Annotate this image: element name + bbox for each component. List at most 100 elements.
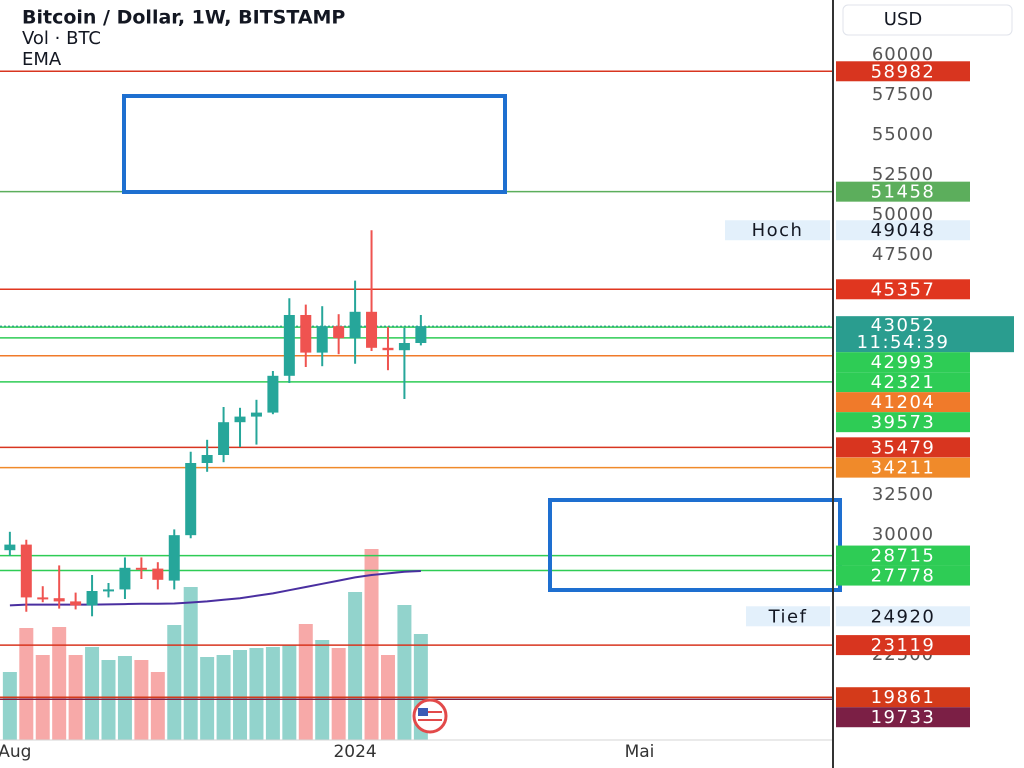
volume-bar xyxy=(200,657,215,740)
volume-bar xyxy=(52,627,67,740)
candle-body xyxy=(316,326,328,353)
x-tick-label: Mai xyxy=(625,742,655,762)
candle-body xyxy=(333,326,345,339)
level-label-box xyxy=(836,61,970,82)
marker-label: Tief xyxy=(768,606,808,627)
volume-bar xyxy=(117,656,132,740)
level-label: 41204 xyxy=(871,392,936,413)
level-label-box xyxy=(836,392,970,413)
level-label: 51458 xyxy=(871,182,936,203)
candle-body xyxy=(300,314,312,353)
y-tick-label: 32500 xyxy=(872,484,934,505)
level-label-box xyxy=(836,412,970,433)
volume-bar xyxy=(19,628,34,740)
level-label-box xyxy=(836,687,970,708)
volume-bar xyxy=(150,672,165,740)
level-label-box xyxy=(836,545,970,566)
candle-body xyxy=(37,597,49,600)
level-label-box xyxy=(836,437,970,458)
y-tick-label: 57500 xyxy=(872,84,934,105)
level-label: 58982 xyxy=(871,61,936,82)
x-tick-label: 2024 xyxy=(333,742,376,762)
candle-body xyxy=(185,463,197,536)
candle-body xyxy=(234,416,246,423)
level-label-box xyxy=(836,372,970,393)
level-label: 28715 xyxy=(871,546,936,567)
zone-box xyxy=(548,498,842,592)
level-label-box xyxy=(836,181,970,202)
candle-body xyxy=(349,311,361,339)
current-price-box xyxy=(836,316,1014,353)
volume-bar xyxy=(331,648,346,740)
volume-bar xyxy=(315,640,330,740)
volume-bar xyxy=(265,647,280,740)
level-label: 23119 xyxy=(871,635,936,656)
level-label: 42321 xyxy=(871,372,936,393)
volume-bar xyxy=(183,587,198,740)
candle-body xyxy=(382,347,394,351)
x-tick-label: Aug xyxy=(0,742,31,762)
volume-bar xyxy=(85,647,100,740)
volume-bar xyxy=(298,624,313,740)
candle-body xyxy=(70,601,82,606)
currency-button[interactable] xyxy=(842,4,1013,36)
chart-title: Bitcoin / Dollar, 1W, BITSTAMP xyxy=(22,7,345,29)
candle-body xyxy=(250,412,262,417)
y-tick-label: 50000 xyxy=(872,204,934,225)
plot-area xyxy=(0,70,833,740)
y-tick-label: 47500 xyxy=(872,244,934,265)
candle-body xyxy=(283,314,295,376)
currency-label[interactable]: USD xyxy=(884,9,922,30)
level-label: 19861 xyxy=(871,687,936,708)
level-label: 34211 xyxy=(871,458,936,479)
level-label: 35479 xyxy=(871,437,936,458)
candle-body xyxy=(119,567,131,590)
candle-body xyxy=(267,375,279,413)
volume-bar xyxy=(2,672,17,740)
marker-label-box xyxy=(725,220,830,241)
candle-body xyxy=(218,422,230,456)
zone-box xyxy=(122,94,507,194)
candle-body xyxy=(398,342,410,351)
candle-body xyxy=(53,598,65,602)
price-axis: 60000 57500 55000 52500 50000 47500 32500 30000… xyxy=(725,44,1014,728)
level-label-box xyxy=(836,707,970,728)
y-tick-label: 60000 xyxy=(872,44,934,65)
candle-body xyxy=(135,567,147,570)
level-label-box xyxy=(836,279,970,300)
level-label: 27778 xyxy=(871,566,936,587)
logo xyxy=(412,698,448,734)
candle-body xyxy=(86,591,98,606)
level-label: 39573 xyxy=(871,412,936,433)
level-label: 19733 xyxy=(871,707,936,728)
level-label-box xyxy=(836,352,970,373)
candle-body xyxy=(201,455,213,464)
marker-label: Hoch xyxy=(752,220,804,241)
candle-body xyxy=(168,535,180,581)
marker-value-box xyxy=(836,606,970,627)
candle-body xyxy=(415,326,427,343)
candle-body xyxy=(366,311,378,348)
volume-bar xyxy=(233,650,248,740)
volume-bar xyxy=(348,592,363,740)
ema-label: EMA xyxy=(22,49,62,70)
candle-body xyxy=(152,568,164,580)
volume-label: Vol · BTC xyxy=(22,28,101,49)
current-price-label: 43052 xyxy=(871,315,936,336)
level-label-box xyxy=(836,457,970,478)
y-tick-label: 30000 xyxy=(872,524,934,545)
level-label: 45357 xyxy=(871,279,936,300)
volume-bar xyxy=(282,645,297,740)
marker-value-box xyxy=(836,220,970,241)
volume-bar xyxy=(167,625,182,740)
volume-bar xyxy=(397,605,412,740)
candle-body xyxy=(103,589,115,592)
candle-body xyxy=(4,544,16,551)
marker-value: 24920 xyxy=(871,606,936,627)
y-tick-label: 52500 xyxy=(872,164,934,185)
candle-body xyxy=(20,544,32,598)
level-label-box xyxy=(836,635,970,656)
marker-value: 49048 xyxy=(871,220,936,241)
level-label: 42993 xyxy=(871,352,936,373)
